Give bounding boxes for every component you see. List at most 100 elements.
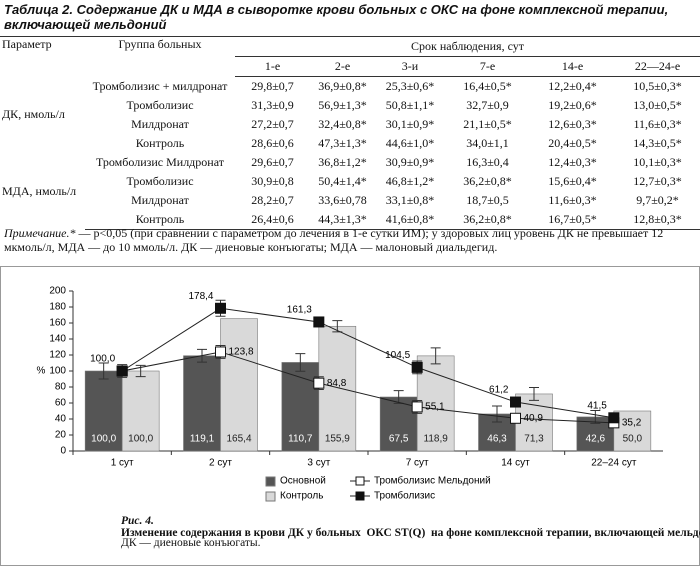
value-cell: 10,5±0,3*: [633, 79, 682, 93]
line-value-label: 100,0: [90, 354, 115, 365]
value-cell: 36,8±1,2*: [318, 155, 367, 169]
bar-value-label: 46,3: [487, 434, 507, 445]
bar: [84, 370, 123, 452]
value-cell: 44,3±1,3*: [310, 210, 375, 230]
line-value-label: 123,8: [229, 347, 254, 358]
y-tick-label: 40: [55, 414, 67, 425]
note-label: Примечание.*: [4, 226, 76, 240]
value-cell: 46,8±1,2*: [385, 174, 435, 188]
value-cell: 33,1±0,8*: [385, 193, 435, 207]
bar: [121, 370, 160, 452]
header-group: Группа больных: [85, 36, 235, 77]
table-row: Милдронат 28,2±0,7 33,6±0,78 33,1±0,8* 18,7±…: [0, 191, 700, 210]
bar: [183, 355, 221, 452]
bar-value-label: 100,0: [91, 434, 116, 445]
note-text: — p<0,05 (при сравнении с параметром до …: [4, 226, 664, 254]
value-cell: 15,6±0,4*: [548, 174, 597, 188]
value-cell: 16,3±0,4: [466, 155, 509, 169]
table-row: Тромболизис 31,3±0,9 56,9±1,3* 50,8±1,1* 32,…: [0, 96, 700, 115]
value-cell: 16,4±0,5*: [463, 79, 512, 93]
line: [122, 351, 614, 424]
caption-text: Изменение содержания в крови ДК у больны…: [121, 527, 700, 539]
bar-value-label: 50,0: [623, 434, 643, 445]
table-row: Тромболизис 30,9±0,8 50,4±1,4* 46,8±1,2* 36,…: [0, 172, 700, 191]
table-row: Милдронат 27,2±0,7 32,4±0,8* 30,1±0,9* 21,1±…: [0, 115, 700, 134]
value-cell: 36,2±0,8*: [445, 210, 530, 230]
group-cell: Тромболизис: [126, 98, 194, 112]
marker: [411, 401, 423, 413]
value-cell: 30,9±0,9*: [385, 155, 435, 169]
value-cell: 16,7±0,5*: [530, 210, 615, 230]
y-tick-label: 200: [49, 286, 66, 297]
value-cell: 21,1±0,5*: [463, 117, 512, 131]
value-cell: 31,3±0,9: [251, 98, 294, 112]
table-note: Примечание.* — p<0,05 (при сравнении с п…: [4, 226, 694, 254]
marker: [313, 377, 325, 389]
legend-marker: [355, 491, 365, 501]
y-tick-label: 100: [49, 366, 66, 377]
line-value-label: 35,2: [622, 417, 642, 428]
marker: [313, 316, 325, 328]
y-tick-label: 140: [49, 334, 66, 345]
bar-value-label: 118,9: [424, 434, 449, 445]
header-period-cell: 7-е: [445, 56, 530, 77]
error-bar: [590, 410, 601, 424]
bar-value-label: 119,1: [190, 434, 215, 445]
header-period-cell: 2-е: [310, 56, 375, 77]
value-cell: 18,7±0,5: [466, 193, 509, 207]
value-cell: 44,6±1,0*: [385, 136, 435, 150]
marker: [116, 365, 128, 377]
line-value-label: 55,1: [425, 402, 445, 413]
value-cell: 29,8±0,7: [251, 79, 294, 93]
line-value-label: 178,4: [188, 291, 213, 302]
bar-value-label: 42,6: [586, 434, 606, 445]
value-cell: 13,0±0,5*: [633, 98, 682, 112]
legend-label: Основной: [280, 476, 326, 487]
value-cell: 30,1±0,9*: [385, 117, 435, 131]
figure: % 0 20 40 60 80 100 120 140 160 180 200 1 сут 2 сут 3 …: [0, 266, 700, 566]
value-cell: 12,8±0,3*: [615, 210, 700, 230]
table-row: ДК, нмоль/л Тромболизис + милдронат 29,8±0…: [0, 77, 700, 122]
group-cell: Тромболизис + милдронат: [92, 78, 228, 93]
value-cell: 33,6±0,78: [318, 193, 367, 207]
legend-label: Тромболизис Мельдоний: [374, 475, 491, 487]
line-value-label: 61,2: [489, 385, 509, 396]
marker: [215, 346, 226, 358]
error-bar: [430, 347, 441, 365]
legend-label: Контроль: [280, 491, 323, 502]
marker: [411, 361, 423, 373]
y-tick-label: 160: [49, 318, 66, 329]
table-title: Таблица 2. Содержание ДК и МДА в сыворот…: [4, 2, 694, 32]
header-period-cell: 3-и: [375, 56, 445, 77]
y-tick-label: 80: [55, 382, 67, 393]
value-cell: 32,7±0,9: [466, 98, 509, 112]
group-cell: Тромболизис Милдронат: [96, 155, 224, 169]
value-cell: 41,6±0,8*: [375, 210, 445, 230]
table-row: Контроль 26,4±0,6 44,3±1,3* 41,6±0,8* 36,2±0…: [0, 210, 700, 230]
value-cell: 30,9±0,8: [251, 174, 294, 188]
legend-label: Тромболизис: [374, 490, 435, 502]
bar-value-label: 100,0: [128, 434, 153, 445]
header-period-cell: 1-е: [235, 56, 310, 77]
x-tick-label: 1 сут: [111, 458, 134, 469]
chart: % 0 20 40 60 80 100 120 140 160 180 200 1 сут 2 сут 3 …: [37, 286, 663, 502]
error-bar: [529, 387, 539, 401]
group-cell: Контроль: [85, 210, 235, 230]
header-period: Срок наблюдения, сут: [235, 36, 700, 57]
line: [121, 307, 614, 419]
group-cell: Контроль: [135, 136, 185, 150]
value-cell: 10,1±0,3*: [633, 155, 682, 169]
header-period-cell: 14-е: [530, 56, 615, 77]
bar-value-label: 165,4: [226, 434, 251, 445]
marker: [510, 396, 521, 408]
value-cell: 47,3±1,3*: [318, 136, 367, 150]
value-cell: 12,2±0,4*: [548, 79, 597, 93]
y-tick-label: 60: [55, 398, 67, 409]
group-cell: Милдронат: [131, 193, 189, 207]
value-cell: 56,9±1,3*: [318, 98, 367, 112]
bar-value-label: 155,9: [325, 434, 350, 445]
y-tick-label: 180: [49, 302, 66, 313]
table-title-text: Содержание ДК и МДА в сыворотке крови бо…: [4, 2, 669, 32]
y-tick-label: 0: [60, 446, 66, 457]
line-value-label: 104,5: [385, 350, 410, 361]
